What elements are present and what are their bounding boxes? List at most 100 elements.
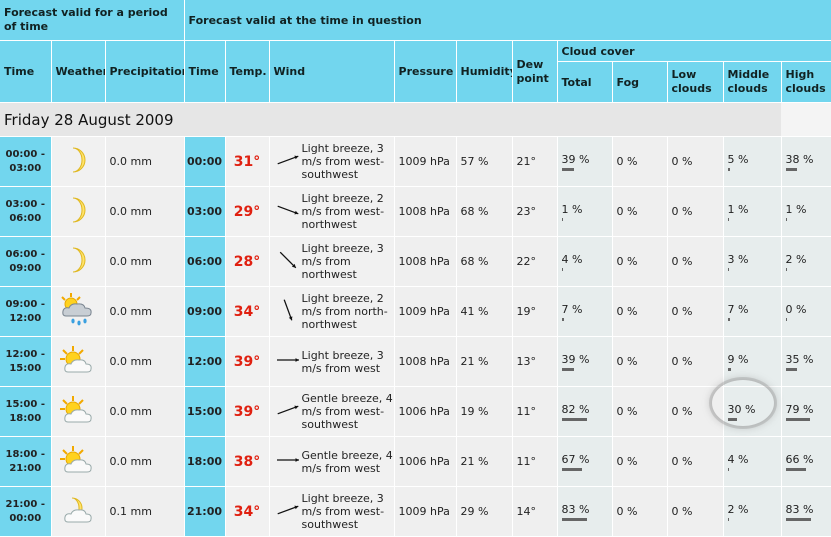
cloud-high-bar [785,417,810,421]
forecast-row: 12:00 - 15:00 0.0 mm 12:00 39° Light bre… [0,336,831,387]
cloud-total-value: 67 % [561,452,590,466]
cloud-total-value: 7 % [561,302,583,316]
cloud-total-cell: 67 % [557,436,613,487]
cloud-middle-cell: 7 % [723,286,782,337]
cloud-total-bar [561,517,587,521]
cloud-middle-value: 5 % [727,152,749,166]
cloud-high-bar [785,467,806,471]
cloud-fog-cell: 0 % [612,186,668,237]
cloud-middle-cell: 4 % [723,436,782,487]
cloud-middle-bar [727,267,729,271]
cloud-total-bar [561,417,587,421]
cloud-fog-cell: 0 % [612,236,668,287]
dew-point-cell: 19° [512,286,558,337]
wind-text: Light breeze, 2 m/s from west-northwest [301,192,385,231]
precipitation-cell: 0.0 mm [105,436,185,487]
precipitation-cell: 0.0 mm [105,336,185,387]
wind-arrow-icon [274,245,302,278]
wind-cell: Gentle breeze, 4 m/s from west [269,436,395,487]
dew-point-cell: 23° [512,186,558,237]
cloud-middle-value: 2 % [727,502,749,516]
cloud-total-value: 39 % [561,152,590,166]
wind-text: Light breeze, 3 m/s from northwest [301,242,384,281]
period-cell: 09:00 - 12:00 [0,286,52,337]
pressure-cell: 1008 hPa [394,186,457,237]
col-middle-clouds-header: Middle clouds [723,61,782,103]
cloud-total-cell: 7 % [557,286,613,337]
dew-point-cell: 11° [512,386,558,437]
dew-point-cell: 13° [512,336,558,387]
wind-text: Gentle breeze, 4 m/s from west-southwest [301,392,393,431]
cloud-total-cell: 39 % [557,136,613,187]
forecast-row: 06:00 - 09:00 0.0 mm 06:00 28° Light bre… [0,236,831,287]
precipitation-cell: 0.0 mm [105,386,185,437]
group-period-header: Forecast valid for a period of time [0,0,185,41]
wind-cell: Light breeze, 2 m/s from north-northwest [269,286,395,337]
cloud-high-cell: 0 % [781,286,831,337]
period-cell: 03:00 - 06:00 [0,186,52,237]
precipitation-cell: 0.0 mm [105,186,185,237]
wind-arrow-icon [274,495,302,528]
dew-point-cell: 22° [512,236,558,287]
cloud-high-bar [785,267,787,271]
pressure-cell: 1009 hPa [394,286,457,337]
cloud-low-cell: 0 % [667,136,724,187]
cloud-high-bar [785,317,787,321]
cloud-middle-value: 9 % [727,352,749,366]
sun-cloud-icon [51,436,106,487]
time-cell: 12:00 [184,336,226,387]
cloud-total-cell: 4 % [557,236,613,287]
cloud-middle-cell: 3 % [723,236,782,287]
wind-cell: Light breeze, 3 m/s from west-southwest [269,486,395,537]
pressure-cell: 1008 hPa [394,236,457,287]
cloud-high-value: 1 % [785,202,807,216]
time-cell: 18:00 [184,436,226,487]
precipitation-cell: 0.0 mm [105,136,185,187]
cloud-fog-cell: 0 % [612,386,668,437]
cloud-high-cell: 2 % [781,236,831,287]
temperature-cell: 34° [225,486,270,537]
cloud-total-cell: 1 % [557,186,613,237]
moon-cloud-icon [51,486,106,537]
temperature-cell: 34° [225,286,270,337]
cloud-total-value: 82 % [561,402,590,416]
wind-cell: Light breeze, 2 m/s from west-northwest [269,186,395,237]
cloud-high-cell: 38 % [781,136,831,187]
cloud-total-value: 4 % [561,252,583,266]
forecast-row: 21:00 - 00:00 0.1 mm 21:00 34° Light bre… [0,486,831,537]
wind-cell: Gentle breeze, 4 m/s from west-southwest [269,386,395,437]
cloud-total-value: 83 % [561,502,590,516]
period-cell: 00:00 - 03:00 [0,136,52,187]
cloud-total-cell: 83 % [557,486,613,537]
time-cell: 00:00 [184,136,226,187]
cloud-total-bar [561,267,563,271]
forecast-row: 09:00 - 12:00 0.0 mm 09:00 34° Light bre… [0,286,831,337]
cloud-low-cell: 0 % [667,486,724,537]
cloud-high-cell: 35 % [781,336,831,387]
humidity-cell: 68 % [456,186,513,237]
day-label: Friday 28 August 2009 [0,102,782,137]
wind-cell: Light breeze, 3 m/s from west-southwest [269,136,395,187]
pressure-cell: 1009 hPa [394,486,457,537]
cloud-high-value: 66 % [785,452,814,466]
cloud-total-bar [561,217,563,221]
cloud-low-cell: 0 % [667,236,724,287]
col-precipitation-header: Precipitation [105,40,185,103]
cloud-fog-cell: 0 % [612,436,668,487]
cloud-total-value: 1 % [561,202,583,216]
period-cell: 06:00 - 09:00 [0,236,52,287]
cloud-middle-value: 3 % [727,252,749,266]
cloud-total-bar [561,317,564,321]
humidity-cell: 41 % [456,286,513,337]
col-dew-point-header: Dew point [512,40,558,103]
wind-arrow-icon [274,445,302,478]
col-time2-header: Time [184,40,226,103]
humidity-cell: 57 % [456,136,513,187]
sun-cloud-icon [51,386,106,437]
col-temp-header: Temp. [225,40,270,103]
cloud-low-cell: 0 % [667,386,724,437]
cloud-middle-bar [727,367,731,371]
wind-text: Light breeze, 3 m/s from west-southwest [301,142,385,181]
col-wind-header: Wind [269,40,395,103]
